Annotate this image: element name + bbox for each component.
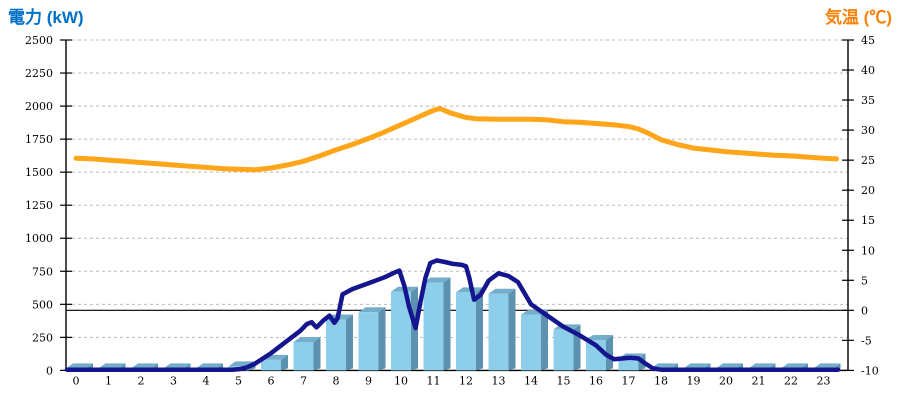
x-axis-tick-label: 4 xyxy=(203,374,210,387)
left-axis-tick-label: 1250 xyxy=(25,199,53,212)
left-axis-tick-label: 2000 xyxy=(25,100,53,113)
x-axis-tick-label: 6 xyxy=(268,374,275,387)
bar-front-face xyxy=(261,359,281,371)
x-axis-tick-label: 10 xyxy=(394,374,408,387)
bar-top-face xyxy=(358,307,386,313)
x-axis-tick-label: 17 xyxy=(622,374,636,387)
bar-side-face xyxy=(508,288,516,371)
bar-hour-13 xyxy=(488,288,516,371)
bar-front-face xyxy=(326,319,346,371)
bar-top-face xyxy=(98,363,126,369)
bar-side-face xyxy=(541,309,548,371)
bar-top-face xyxy=(293,336,321,342)
right-axis-tick-label: 45 xyxy=(861,34,875,47)
bar-top-face xyxy=(196,363,223,369)
bar-front-face xyxy=(488,293,509,371)
right-axis-tick-label: 15 xyxy=(861,214,875,227)
bar-top-face xyxy=(748,363,776,369)
x-axis-tick-label: 22 xyxy=(784,374,798,387)
x-axis-tick-label: 15 xyxy=(557,374,571,387)
left-axis-tick-label: 750 xyxy=(32,265,53,278)
x-axis-tick-label: 7 xyxy=(300,374,307,387)
bar-hour-12 xyxy=(456,287,483,371)
bar-hour-7 xyxy=(293,336,321,371)
bar-top-face xyxy=(716,363,743,369)
bar-top-face xyxy=(66,363,93,369)
bar-side-face xyxy=(378,307,386,371)
right-axis-tick-label: 25 xyxy=(861,154,875,167)
x-axis-tick-label: 9 xyxy=(365,374,372,387)
left-axis-tick-label: 1000 xyxy=(25,232,53,245)
x-axis-tick-label: 13 xyxy=(492,374,506,387)
left-axis-tick-label: 250 xyxy=(32,331,53,344)
x-axis-tick-label: 11 xyxy=(427,374,441,387)
x-axis-tick-label: 21 xyxy=(752,374,766,387)
x-axis-tick-label: 2 xyxy=(138,374,145,387)
left-axis-tick-label: 0 xyxy=(46,364,53,377)
x-axis-tick-label: 5 xyxy=(235,374,242,387)
right-axis-title: 気温 (℃) xyxy=(824,7,892,27)
right-axis-tick-label: -10 xyxy=(861,364,879,377)
bar-side-face xyxy=(346,314,353,371)
lines-layer xyxy=(64,106,841,372)
x-axis-tick-label: 16 xyxy=(589,374,603,387)
x-axis-tick-label: 14 xyxy=(524,374,538,387)
bar-side-face xyxy=(443,277,451,371)
right-axis-tick-label: 40 xyxy=(861,64,875,77)
right-axis-tick-label: 5 xyxy=(861,274,868,287)
bar-top-face xyxy=(781,363,808,369)
bar-top-face xyxy=(423,277,451,283)
bar-side-face xyxy=(606,335,613,371)
temperature-line xyxy=(73,106,839,173)
bar-hour-14 xyxy=(521,309,548,371)
x-axis-tick-label: 8 xyxy=(333,374,340,387)
bar-top-face xyxy=(813,363,841,369)
bar-front-face xyxy=(358,312,379,371)
bar-top-face xyxy=(456,287,483,293)
bar-top-face xyxy=(131,363,158,369)
bars-layer xyxy=(66,277,841,371)
right-axis-tick-label: 20 xyxy=(861,184,875,197)
bar-front-face xyxy=(618,358,639,371)
bar-top-face xyxy=(683,363,711,369)
x-axis-tick-label: 0 xyxy=(73,374,80,387)
left-axis-tick-label: 1750 xyxy=(25,133,53,146)
right-axis-tick-label: 10 xyxy=(861,244,875,257)
bar-front-face xyxy=(521,314,541,371)
x-axis-tick-label: 18 xyxy=(654,374,668,387)
bar-hour-8 xyxy=(326,314,353,371)
x-axis-tick-label: 20 xyxy=(719,374,733,387)
bar-top-face xyxy=(163,363,191,369)
right-axis-tick-label: 30 xyxy=(861,124,875,137)
bar-side-face xyxy=(476,287,483,371)
bar-top-face xyxy=(586,335,613,341)
bar-side-face xyxy=(313,336,321,371)
right-axis-tick-label: -5 xyxy=(861,334,872,347)
power-line xyxy=(64,258,841,372)
bar-front-face xyxy=(293,341,314,371)
x-axis-tick-label: 3 xyxy=(170,374,177,387)
bar-front-face xyxy=(391,291,411,371)
right-axis-tick-label: 0 xyxy=(861,304,868,317)
left-axis-tick-label: 2250 xyxy=(25,67,53,80)
x-axis-tick-label: 1 xyxy=(105,374,112,387)
bar-front-face xyxy=(553,329,574,371)
bar-hour-11 xyxy=(423,277,451,371)
left-axis-title: 電力 (kW) xyxy=(8,7,84,27)
right-axis-tick-label: 35 xyxy=(861,94,875,107)
axis-labels-layer: 02505007501000125015001750200022502500-1… xyxy=(25,34,879,387)
bar-front-face xyxy=(423,282,444,371)
bar-hour-9 xyxy=(358,307,386,371)
left-axis-tick-label: 500 xyxy=(32,298,53,311)
bar-top-face xyxy=(488,288,516,294)
x-axis-tick-label: 12 xyxy=(459,374,473,387)
x-axis-tick-label: 19 xyxy=(687,374,701,387)
bar-front-face xyxy=(456,292,476,371)
bar-side-face xyxy=(281,354,288,371)
x-axis-tick-label: 23 xyxy=(817,374,831,387)
left-axis-tick-label: 1500 xyxy=(25,166,53,179)
left-axis-tick-label: 2500 xyxy=(25,34,53,47)
